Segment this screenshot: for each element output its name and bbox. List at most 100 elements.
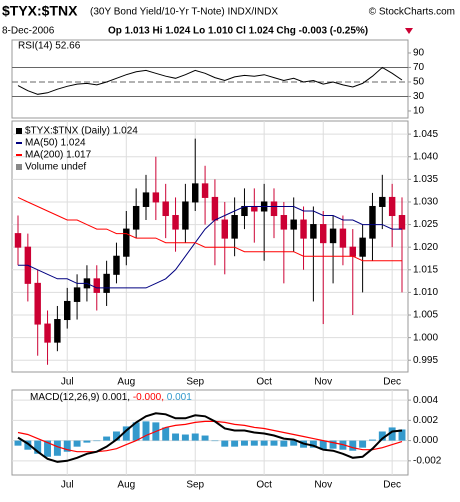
macd-legend: MACD(12,26,9) 0.001, -0.000, 0.001	[30, 392, 192, 403]
x-tick-label: Nov	[314, 480, 332, 491]
histogram-bar	[290, 440, 298, 446]
macd-line	[17, 412, 403, 463]
x-tick-label: Aug	[117, 377, 135, 388]
legend-swatch	[16, 128, 22, 134]
histogram-bar	[359, 440, 367, 448]
y-tick-label: 1.020	[413, 242, 438, 253]
histogram-bar	[349, 440, 357, 451]
histogram-bar	[132, 422, 140, 441]
candle-body	[320, 224, 327, 244]
candle-body	[398, 215, 406, 230]
moving-average	[17, 196, 402, 262]
candle-body	[152, 192, 160, 203]
y-tick-label: 1.025	[413, 219, 438, 230]
histogram-bar	[378, 431, 386, 441]
rsi-line	[17, 66, 403, 95]
candle-body	[73, 287, 81, 302]
x-tick-label: Jul	[61, 377, 74, 388]
y-tick-label: 1.030	[413, 197, 438, 208]
credit: © StockCharts.com	[369, 7, 455, 18]
quote: Op 1.013 Hi 1.024 Lo 1.010 Cl 1.024 Chg …	[108, 26, 368, 37]
histogram-bar	[63, 440, 71, 452]
histogram-bar	[280, 440, 288, 447]
x-tick-label: Nov	[314, 377, 332, 388]
candle-body	[388, 196, 396, 217]
y-tick-label: 1.010	[413, 287, 438, 298]
histogram-bar	[172, 433, 180, 441]
candle-body	[113, 255, 120, 275]
x-tick-label: Dec	[383, 377, 401, 388]
x-tick-label: Aug	[117, 480, 135, 491]
histogram-bar	[368, 439, 376, 441]
legend-entry: -0.000,	[133, 392, 164, 403]
legend-entry: $TYX:$TNX (Daily) 1.024	[25, 126, 138, 137]
candle-body	[64, 300, 71, 321]
candle-body	[329, 228, 337, 244]
histogram-bar	[398, 429, 406, 441]
candle-body	[339, 228, 347, 248]
panel-frame	[11, 120, 409, 373]
y-tick-label: 1.000	[413, 332, 438, 343]
histogram-bar	[191, 433, 199, 441]
y-tick-label: 90	[413, 48, 425, 59]
histogram-bar	[181, 434, 189, 441]
legend-swatch	[16, 164, 22, 170]
y-tick-label: 50	[413, 77, 425, 88]
candle-body	[359, 237, 366, 257]
candle-body	[14, 233, 22, 248]
description: (30Y Bond Yield/10-Yr T-Note) INDX/INDX	[90, 7, 278, 18]
histogram-bar	[103, 436, 111, 441]
legend-entry: Volume undef	[25, 162, 86, 173]
histogram-bar	[83, 440, 91, 443]
histogram-bar	[73, 440, 81, 447]
y-tick-label: -0.002	[413, 455, 442, 466]
y-tick-label: 1.015	[413, 264, 438, 275]
candle-body	[231, 215, 238, 239]
candle-body	[182, 201, 189, 230]
y-tick-label: 70	[413, 62, 425, 73]
candle-body	[300, 219, 307, 239]
y-tick-label: 10	[413, 106, 425, 117]
candle-body	[221, 219, 228, 239]
candle-body	[310, 224, 317, 239]
candle-body	[172, 215, 179, 230]
histogram-bar	[211, 440, 219, 442]
y-tick-label: 0.004	[413, 395, 438, 406]
candle-body	[162, 201, 169, 217]
y-tick-label: 30	[413, 91, 425, 102]
legend-entry: 0.001	[167, 392, 192, 403]
histogram-bar	[34, 440, 42, 454]
candle-body	[103, 273, 110, 293]
candle-body	[379, 196, 386, 207]
symbol: $TYX:$TNX	[2, 3, 78, 19]
candle-body	[280, 215, 288, 230]
candle-body	[251, 205, 258, 212]
candle-body	[290, 219, 297, 230]
histogram-bar	[142, 421, 150, 441]
candle-body	[142, 192, 150, 207]
panel-frame	[11, 389, 409, 476]
histogram-bar	[260, 440, 268, 446]
histogram-bar	[270, 440, 278, 446]
candle-body	[201, 183, 209, 198]
y-tick-label: 0.000	[413, 435, 438, 446]
histogram-bar	[329, 440, 337, 449]
histogram-bar	[53, 440, 61, 456]
histogram-bar	[44, 440, 52, 457]
candle-body	[211, 196, 219, 221]
y-tick-label: 1.035	[413, 174, 438, 185]
x-tick-label: Sep	[186, 377, 204, 388]
histogram-bar	[14, 440, 22, 446]
histogram-bar	[162, 427, 170, 441]
moving-average	[18, 206, 402, 289]
histogram-bar	[221, 440, 229, 447]
y-tick-label: 1.040	[413, 151, 438, 162]
histogram-bar	[319, 440, 327, 450]
histogram-bar	[250, 440, 258, 446]
y-tick-label: 0.002	[413, 415, 438, 426]
histogram-bar	[240, 440, 248, 446]
y-tick-label: 1.005	[413, 310, 438, 321]
legend-entry: MA(200) 1.017	[25, 150, 92, 161]
histogram-bar	[24, 440, 32, 450]
